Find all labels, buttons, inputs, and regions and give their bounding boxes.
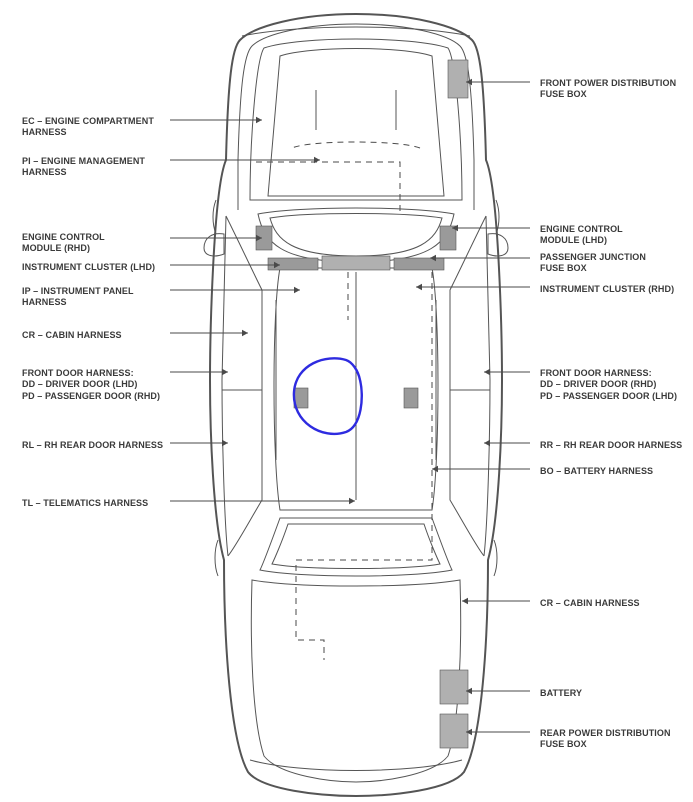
label-rpd: REAR POWER DISTRIBUTIONFUSE BOX: [540, 728, 693, 751]
label-ip-line0: IP – INSTRUMENT PANEL: [22, 286, 172, 297]
arrowhead: [484, 440, 490, 447]
arrowhead: [294, 287, 300, 294]
label-crl: CR – CABIN HARNESS: [22, 330, 172, 341]
label-rl: RL – RH REAR DOOR HARNESS: [22, 440, 182, 451]
label-ecmr: ENGINE CONTROLMODULE (LHD): [540, 224, 690, 247]
label-pjb-line0: PASSENGER JUNCTION: [540, 252, 690, 263]
label-fdl: FRONT DOOR HARNESS:DD – DRIVER DOOR (LHD…: [22, 368, 182, 402]
fpd-box: [448, 60, 468, 98]
label-ip-line1: HARNESS: [22, 297, 172, 308]
rear-glass: [260, 518, 452, 576]
label-fdr: FRONT DOOR HARNESS:DD – DRIVER DOOR (RHD…: [540, 368, 693, 402]
arrowhead: [222, 369, 228, 376]
arrowhead: [349, 498, 355, 505]
label-crl-line0: CR – CABIN HARNESS: [22, 330, 172, 341]
arrowhead: [222, 440, 228, 447]
label-bo: BO – BATTERY HARNESS: [540, 466, 693, 477]
label-fdr-line1: DD – DRIVER DOOR (RHD): [540, 379, 693, 390]
label-fdr-line2: PD – PASSENGER DOOR (LHD): [540, 391, 693, 402]
label-ec: EC – ENGINE COMPARTMENTHARNESS: [22, 116, 172, 139]
left-doors: [222, 216, 262, 556]
arrowhead: [484, 369, 490, 376]
label-pjb-line1: FUSE BOX: [540, 263, 690, 274]
hood: [250, 39, 462, 200]
harness-dash: [296, 272, 432, 660]
label-ecmr-line1: MODULE (LHD): [540, 235, 690, 246]
arrowhead: [256, 117, 262, 124]
arrowhead: [416, 284, 422, 291]
label-bo-line0: BO – BATTERY HARNESS: [540, 466, 693, 477]
label-fdl-line1: DD – DRIVER DOOR (LHD): [22, 379, 182, 390]
label-pjb: PASSENGER JUNCTIONFUSE BOX: [540, 252, 690, 275]
label-ecm: ENGINE CONTROLMODULE (RHD): [22, 232, 172, 255]
label-fpd-line0: FRONT POWER DISTRIBUTION: [540, 78, 690, 89]
label-fdl-line0: FRONT DOOR HARNESS:: [22, 368, 182, 379]
label-rl-line0: RL – RH REAR DOOR HARNESS: [22, 440, 182, 451]
diagram-root: { "canvas":{"w":693,"h":802,"bg":"#fffff…: [0, 0, 693, 802]
trunk: [251, 580, 460, 782]
label-pi-line1: HARNESS: [22, 167, 172, 178]
fd-r: [404, 388, 418, 408]
label-rr: RR – RH REAR DOOR HARNESS: [540, 440, 693, 451]
label-pi-line0: PI – ENGINE MANAGEMENT: [22, 156, 172, 167]
label-icl-line0: INSTRUMENT CLUSTER (LHD): [22, 262, 172, 273]
label-ip: IP – INSTRUMENT PANELHARNESS: [22, 286, 172, 309]
label-rr-line0: RR – RH REAR DOOR HARNESS: [540, 440, 693, 451]
label-ecm-line0: ENGINE CONTROL: [22, 232, 172, 243]
label-fdl-line2: PD – PASSENGER DOOR (RHD): [22, 391, 182, 402]
label-crr-line0: CR – CABIN HARNESS: [540, 598, 693, 609]
harness-dash: [256, 162, 400, 215]
label-icr-line0: INSTRUMENT CLUSTER (RHD): [540, 284, 693, 295]
bat-box: [440, 670, 468, 704]
harness-dash: [292, 142, 420, 148]
right-doors: [450, 216, 490, 556]
label-icr: INSTRUMENT CLUSTER (RHD): [540, 284, 693, 295]
label-rpd-line0: REAR POWER DISTRIBUTION: [540, 728, 693, 739]
arrowhead: [462, 598, 468, 605]
label-tl: TL – TELEMATICS HARNESS: [22, 498, 182, 509]
label-ec-line0: EC – ENGINE COMPARTMENT: [22, 116, 172, 127]
label-rpd-line1: FUSE BOX: [540, 739, 693, 750]
label-pi: PI – ENGINE MANAGEMENTHARNESS: [22, 156, 172, 179]
label-fdr-line0: FRONT DOOR HARNESS:: [540, 368, 693, 379]
label-bat: BATTERY: [540, 688, 690, 699]
label-bat-line0: BATTERY: [540, 688, 690, 699]
label-icl: INSTRUMENT CLUSTER (LHD): [22, 262, 172, 273]
label-tl-line0: TL – TELEMATICS HARNESS: [22, 498, 182, 509]
label-ecmr-line0: ENGINE CONTROL: [540, 224, 690, 235]
rpd-box: [440, 714, 468, 748]
label-ecm-line1: MODULE (RHD): [22, 243, 172, 254]
label-fpd: FRONT POWER DISTRIBUTIONFUSE BOX: [540, 78, 690, 101]
label-fpd-line1: FUSE BOX: [540, 89, 690, 100]
label-ec-line1: HARNESS: [22, 127, 172, 138]
arrowhead: [242, 330, 248, 337]
ic-rhd: [394, 258, 444, 270]
ecm-lhd: [440, 226, 456, 250]
label-crr: CR – CABIN HARNESS: [540, 598, 693, 609]
pjb-box: [322, 256, 390, 270]
arrowhead: [432, 466, 438, 473]
